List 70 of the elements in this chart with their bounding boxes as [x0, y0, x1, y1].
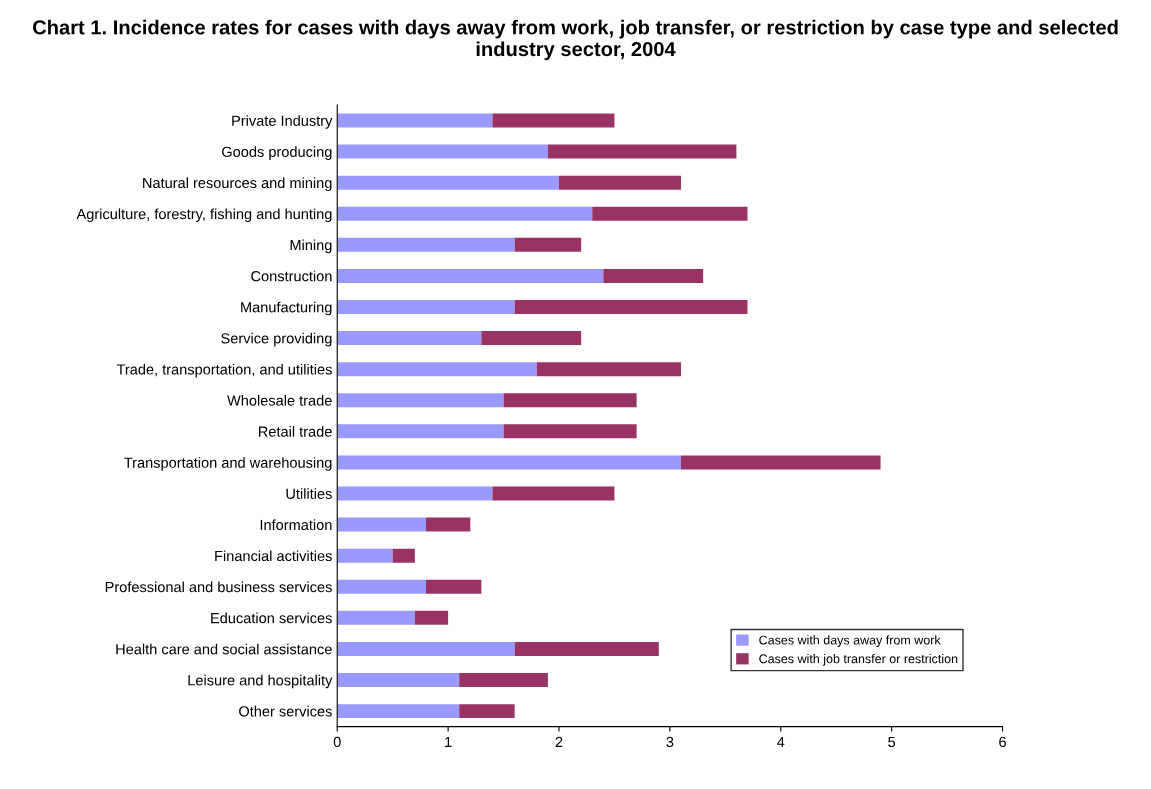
bar [503, 393, 637, 408]
legend-label: Cases with days away from work [759, 635, 941, 647]
x-tick-label: 5 [888, 736, 896, 748]
bar [337, 237, 515, 252]
y-tick-label: Natural resources and mining [143, 177, 332, 191]
bar [337, 673, 460, 688]
y-tick-label: Leisure and hospitality [188, 674, 333, 689]
y-tick-label: Construction [251, 270, 332, 282]
bar [514, 641, 659, 656]
x-tick-label: 0 [333, 736, 341, 748]
bar [337, 486, 493, 501]
y-tick-label: Transportation and warehousing [124, 457, 332, 471]
x-tick-label: 1 [445, 736, 452, 747]
bar [337, 393, 504, 408]
bar [680, 455, 881, 470]
y-tick-label: Goods producing [222, 146, 332, 160]
bar [503, 424, 637, 439]
bar [492, 113, 615, 128]
y-tick-label: Information [260, 519, 332, 531]
bar [337, 455, 681, 470]
y-tick-label: Health care and social assistance [116, 643, 332, 655]
y-tick-label: Wholesale trade [227, 394, 332, 406]
bar [337, 641, 515, 656]
bar [337, 704, 460, 719]
bar [414, 610, 449, 625]
bar [459, 673, 548, 688]
x-tick-label: 6 [999, 736, 1006, 748]
x-tick-label: 2 [555, 736, 563, 747]
bar [559, 175, 681, 190]
bar [603, 268, 704, 283]
chart-title: Chart 1. Incidence rates for cases with days away from work, job transfer, or restriction by case type and selected industry sector, 2004 [32, 19, 1118, 61]
y-tick-label: Education services [211, 612, 332, 624]
bar [592, 206, 748, 221]
y-tick-label: Trade, transportation, and utilities [116, 363, 332, 378]
y-tick-label: Professional and business services [105, 581, 332, 593]
bar [337, 424, 504, 439]
bar [337, 517, 426, 532]
bar [337, 206, 593, 221]
bar [337, 548, 393, 563]
bar [492, 486, 615, 501]
y-tick-label: Private Industry [232, 115, 333, 129]
x-tick-label: 3 [666, 736, 674, 748]
y-tick-label: Retail trade [259, 426, 332, 437]
bar [425, 579, 482, 594]
bar [337, 300, 515, 314]
bar [337, 362, 537, 377]
bar [337, 113, 493, 128]
bar [337, 144, 548, 159]
bar [547, 144, 737, 159]
y-tick-label: Manufacturing [241, 301, 332, 316]
bar [337, 610, 415, 625]
bar [392, 548, 415, 563]
x-tick-label: 4 [777, 736, 785, 747]
bar [337, 175, 559, 190]
bar [536, 362, 681, 377]
y-tick-label: Financial activities [215, 550, 332, 562]
bar [514, 237, 582, 252]
y-tick-label: Other services [239, 705, 332, 717]
legend-label: Cases with job transfer or restriction [759, 654, 958, 666]
bar [514, 300, 748, 314]
bar [337, 579, 426, 594]
y-tick-label: Mining [290, 239, 332, 254]
bar [337, 331, 482, 346]
bar [459, 704, 515, 719]
bar [337, 268, 604, 283]
y-tick-label: Agriculture, forestry, fishing and hunting [76, 208, 332, 223]
bar [481, 331, 582, 346]
y-tick-label: Service providing [221, 332, 332, 347]
bar [425, 517, 471, 532]
y-tick-label: Utilities [286, 488, 332, 499]
